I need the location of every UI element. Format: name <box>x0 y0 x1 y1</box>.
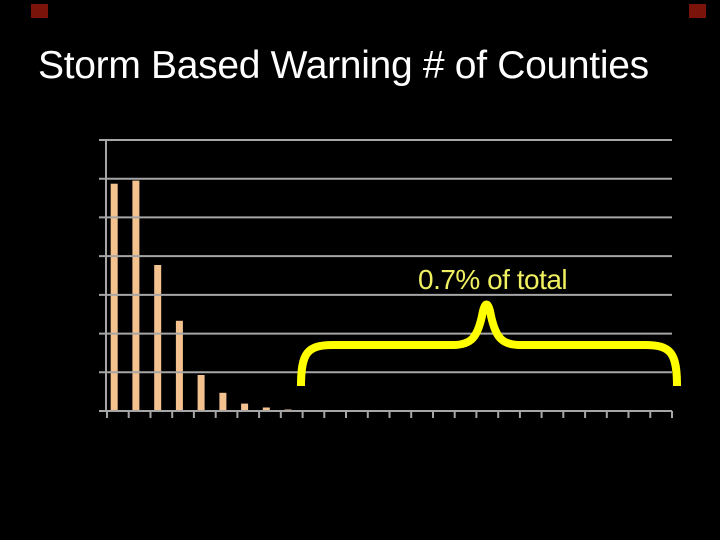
slide-title: Storm Based Warning # of Counties <box>38 44 649 87</box>
corner-accent-left <box>31 4 48 18</box>
curly-brace-icon <box>297 300 681 387</box>
bar <box>110 183 118 411</box>
corner-accent-right <box>689 4 706 18</box>
annotation-label: 0.7% of total <box>418 264 568 295</box>
bar <box>197 375 205 411</box>
bar <box>262 407 270 411</box>
bar <box>284 409 292 411</box>
bar <box>219 392 227 411</box>
bar <box>132 180 140 411</box>
bar <box>154 265 162 411</box>
bar <box>241 403 249 411</box>
bar <box>175 320 183 411</box>
